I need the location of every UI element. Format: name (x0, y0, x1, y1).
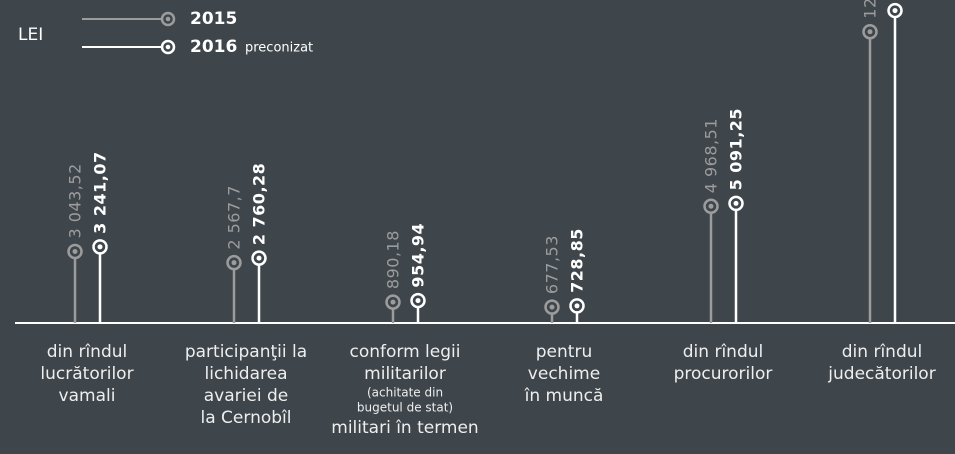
category-label: din rîndul (683, 342, 763, 362)
marker-dot (97, 244, 103, 250)
category-label: pentru (536, 342, 592, 362)
unit-label: LEI (18, 25, 43, 45)
category-label: lucrătorilor (40, 364, 133, 384)
marker-dot (72, 249, 78, 255)
legend-label: 2016 (190, 37, 237, 57)
legend-marker-dot (165, 44, 171, 50)
value-label: 4 968,51 (702, 118, 721, 193)
category-label: militarilor (364, 364, 446, 384)
marker-dot (390, 299, 396, 305)
category-label: vechime (528, 364, 600, 384)
marker-dot (574, 303, 580, 309)
value-label: 2 567,7 (225, 185, 244, 250)
category-label: la Cernobîl (201, 408, 292, 428)
value-label: 2 760,28 (250, 163, 269, 245)
value-label: 954,94 (409, 223, 428, 288)
marker-dot (549, 304, 555, 310)
category-label: militari în termen (331, 418, 478, 438)
marker-dot (733, 200, 739, 206)
category-label: din rîndul (47, 342, 127, 362)
category-note: (achitate din (367, 386, 443, 400)
value-label: 677,53 (543, 235, 562, 294)
marker-dot (708, 203, 714, 209)
legend-marker-dot (165, 16, 171, 22)
category-note: bugetul de stat) (357, 401, 453, 415)
value-label: 890,18 (384, 230, 403, 289)
category-label: procurorilor (674, 364, 773, 384)
category-label: avariei de (204, 386, 288, 406)
category-label: lichidarea (205, 364, 288, 384)
value-label: 12 400 (861, 0, 880, 19)
category-label: în muncă (524, 386, 604, 406)
legend-note: preconizat (245, 41, 313, 56)
category-label: judecătorilor (827, 364, 935, 384)
category-label: conform legii (350, 342, 461, 362)
category-label: participanţii la (185, 342, 307, 362)
legend-label: 2015 (190, 9, 237, 29)
value-label: 728,85 (568, 228, 587, 293)
value-label: 3 043,52 (66, 163, 85, 238)
marker-dot (415, 298, 421, 304)
marker-dot (256, 255, 262, 261)
marker-dot (867, 29, 873, 35)
marker-dot (231, 260, 237, 266)
category-label: din rîndul (842, 342, 922, 362)
value-label: 3 241,07 (91, 151, 110, 233)
value-label: 5 091,25 (727, 108, 746, 190)
category-label: vamali (59, 386, 116, 406)
marker-dot (892, 8, 898, 14)
